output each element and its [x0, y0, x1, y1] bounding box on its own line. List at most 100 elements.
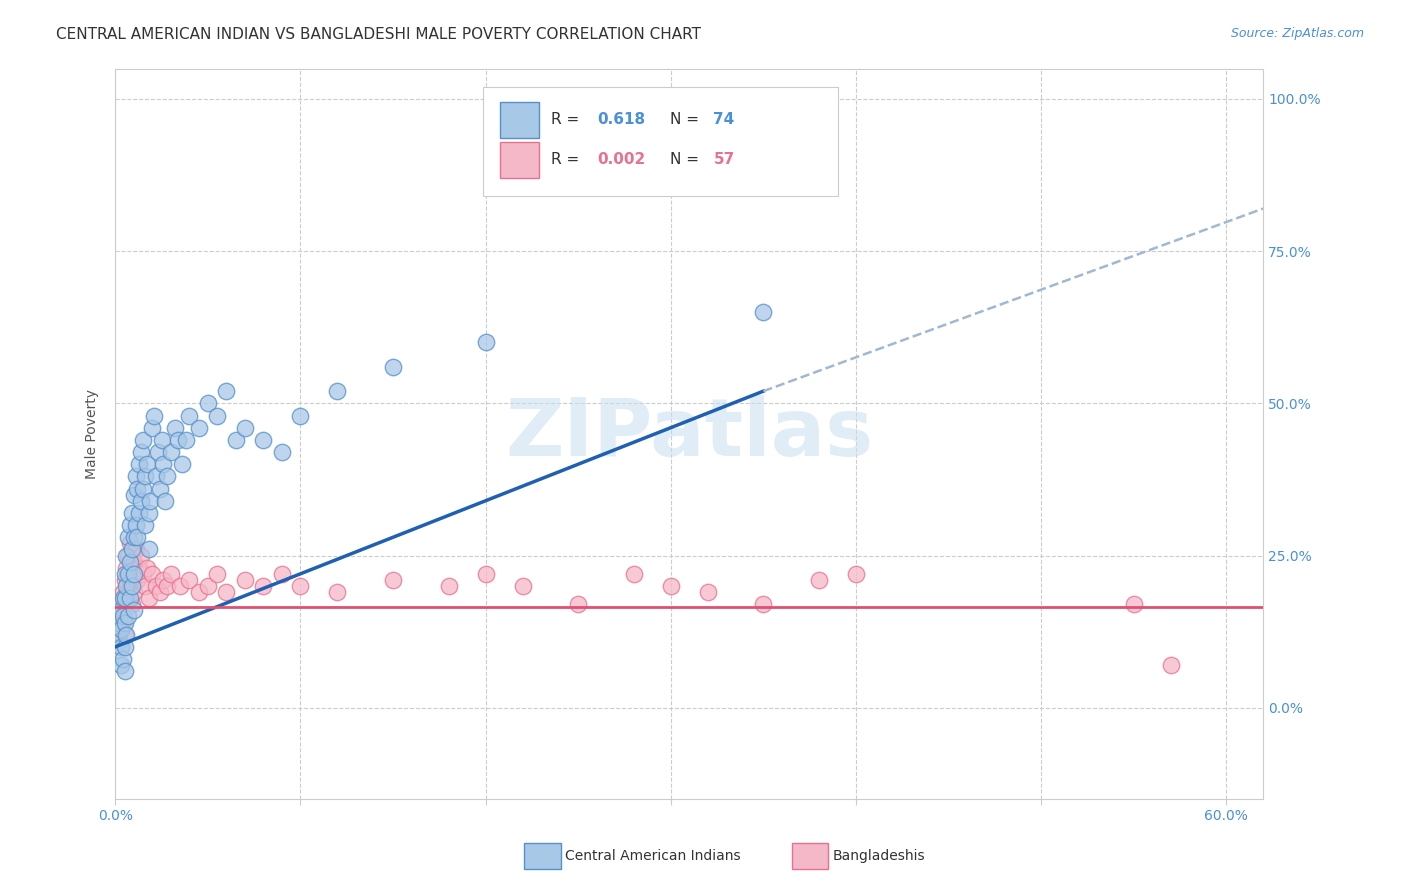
Point	[167, 433, 190, 447]
Point	[179, 409, 201, 423]
Text: ZIPatlas: ZIPatlas	[505, 395, 873, 473]
Point	[474, 566, 496, 581]
Point	[752, 597, 775, 611]
Point	[845, 566, 868, 581]
Point	[146, 445, 169, 459]
Point	[382, 359, 405, 374]
Point	[139, 493, 162, 508]
Point	[122, 555, 145, 569]
Point	[382, 573, 405, 587]
Point	[117, 530, 139, 544]
Point	[134, 579, 156, 593]
Point	[197, 579, 219, 593]
Point	[152, 457, 174, 471]
Point	[132, 482, 155, 496]
Point	[114, 640, 136, 654]
Point	[252, 579, 274, 593]
Point	[121, 597, 143, 611]
Point	[474, 335, 496, 350]
Point	[108, 615, 131, 630]
Text: 57: 57	[713, 153, 734, 168]
Point	[623, 566, 645, 581]
Point	[117, 566, 139, 581]
Point	[110, 622, 132, 636]
Point	[120, 591, 142, 606]
Text: N =: N =	[669, 153, 703, 168]
Point	[326, 384, 349, 399]
Point	[512, 579, 534, 593]
Point	[659, 579, 682, 593]
Text: 0.002: 0.002	[598, 153, 645, 168]
Point	[135, 560, 157, 574]
Point	[110, 622, 132, 636]
Point	[111, 591, 134, 606]
Point	[134, 469, 156, 483]
Point	[124, 542, 146, 557]
Point	[163, 420, 186, 434]
Point	[115, 560, 138, 574]
Point	[127, 482, 149, 496]
Point	[290, 409, 312, 423]
Point	[156, 579, 179, 593]
Point	[128, 560, 150, 574]
Point	[696, 585, 718, 599]
Text: Source: ZipAtlas.com: Source: ZipAtlas.com	[1230, 27, 1364, 40]
Point	[120, 518, 142, 533]
Point	[117, 549, 139, 563]
Point	[150, 433, 173, 447]
Point	[233, 420, 256, 434]
Point	[149, 482, 172, 496]
Point	[129, 493, 152, 508]
Point	[170, 457, 193, 471]
Point	[752, 305, 775, 319]
Point	[215, 585, 238, 599]
Point	[117, 609, 139, 624]
Point	[129, 549, 152, 563]
Point	[1160, 658, 1182, 673]
Point	[115, 591, 138, 606]
Point	[138, 506, 160, 520]
Point	[122, 530, 145, 544]
Text: R =: R =	[551, 153, 585, 168]
FancyBboxPatch shape	[499, 102, 538, 137]
Text: 74: 74	[713, 112, 734, 128]
Point	[215, 384, 238, 399]
Point	[132, 566, 155, 581]
Text: R =: R =	[551, 112, 585, 128]
Point	[233, 573, 256, 587]
Point	[122, 566, 145, 581]
Point	[159, 566, 181, 581]
Point	[108, 609, 131, 624]
Text: N =: N =	[669, 112, 703, 128]
Point	[271, 445, 294, 459]
Point	[187, 420, 209, 434]
Point	[110, 658, 132, 673]
Point	[174, 433, 197, 447]
Point	[141, 420, 163, 434]
FancyBboxPatch shape	[499, 142, 538, 178]
Point	[135, 457, 157, 471]
Point	[138, 591, 160, 606]
Point	[122, 585, 145, 599]
Point	[122, 603, 145, 617]
Point	[110, 603, 132, 617]
Point	[271, 566, 294, 581]
Point	[114, 597, 136, 611]
Point	[205, 409, 228, 423]
Point	[115, 628, 138, 642]
Point	[145, 469, 167, 483]
Point	[117, 585, 139, 599]
Point	[111, 615, 134, 630]
Point	[121, 542, 143, 557]
Point	[114, 566, 136, 581]
Point	[114, 573, 136, 587]
Point	[128, 506, 150, 520]
Point	[127, 530, 149, 544]
Y-axis label: Male Poverty: Male Poverty	[86, 389, 100, 479]
Point	[121, 506, 143, 520]
Point	[156, 469, 179, 483]
Point	[155, 493, 177, 508]
Point	[124, 469, 146, 483]
Point	[108, 633, 131, 648]
FancyBboxPatch shape	[482, 87, 838, 196]
